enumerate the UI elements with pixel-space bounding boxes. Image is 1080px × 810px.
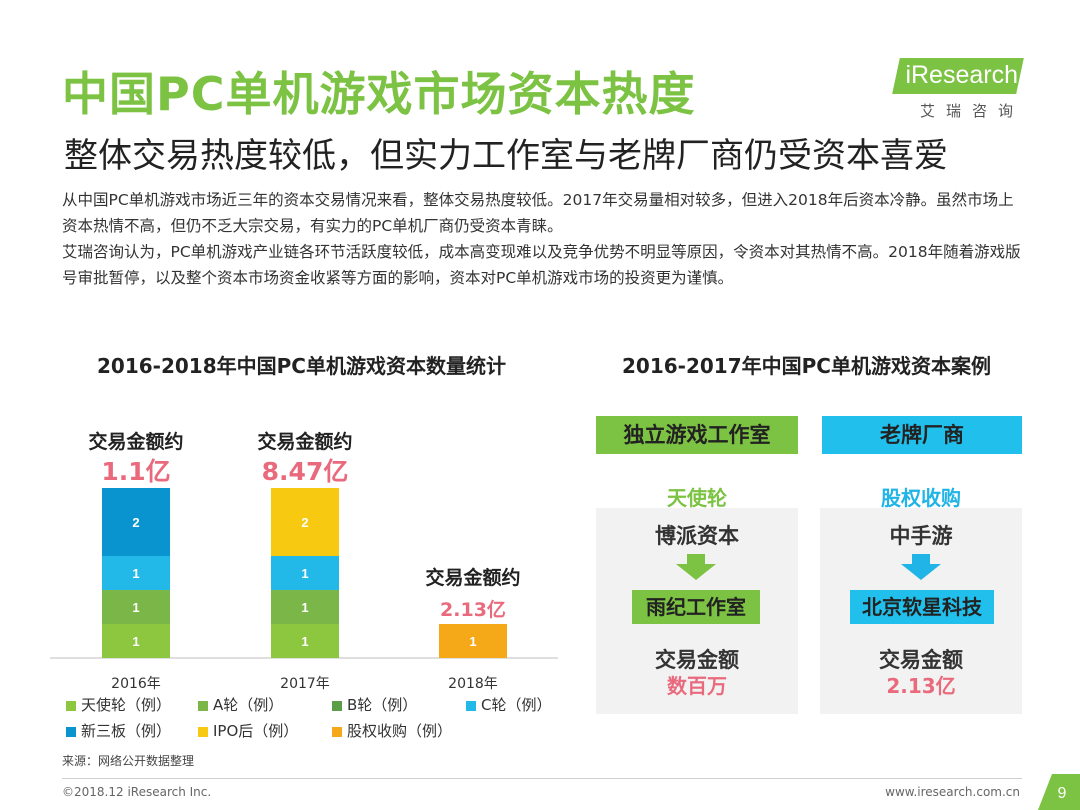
- bar-value-label: 1: [132, 566, 139, 581]
- legend-item: IPO后（例）: [198, 720, 298, 741]
- case-amount-label-indie: 交易金额: [655, 648, 739, 672]
- legend-swatch: [198, 700, 208, 711]
- legend-swatch: [66, 726, 76, 737]
- bar-value-label: 1: [469, 634, 476, 649]
- bar-value-label: 1: [301, 566, 308, 581]
- legend-label: C轮（例）: [481, 696, 552, 714]
- case-header-indie: 独立游戏工作室: [596, 416, 798, 454]
- annotation-amount: 2.13亿: [440, 598, 506, 621]
- legend-item: 股权收购（例）: [332, 720, 452, 741]
- intro-paragraph-1: 从中国PC单机游戏市场近三年的资本交易情况来看，整体交易热度较低。2017年交易…: [62, 191, 1014, 235]
- legend-label: A轮（例）: [213, 696, 284, 714]
- x-tick-label: 2016年: [111, 676, 161, 692]
- case-amount-indie: 数百万: [667, 674, 727, 698]
- legend-item: B轮（例）: [332, 694, 417, 715]
- case-target-veteran: 北京软星科技: [850, 590, 994, 624]
- case-type-indie: 天使轮: [667, 486, 727, 510]
- legend-label: 天使轮（例）: [81, 696, 172, 714]
- page-number: 9: [1058, 785, 1067, 802]
- logo-brand-text: iResearch: [905, 61, 1018, 89]
- bar-segment: [102, 556, 170, 590]
- legend-item: 新三板（例）: [66, 720, 171, 741]
- case-amount-veteran: 2.13亿: [886, 674, 956, 698]
- x-tick-label: 2018年: [448, 676, 498, 692]
- legend-label: B轮（例）: [347, 696, 418, 714]
- legend-swatch: [332, 700, 342, 711]
- annotation-label: 交易金额约: [88, 430, 183, 453]
- x-tick-label: 2017年: [280, 676, 330, 692]
- footer-divider: [62, 778, 1022, 779]
- legend-swatch: [198, 726, 208, 737]
- website-link[interactable]: www.iresearch.com.cn: [885, 785, 1020, 799]
- case-target-indie: 雨纪工作室: [632, 590, 760, 624]
- legend-item: C轮（例）: [466, 694, 551, 715]
- intro-paragraph-2: 艾瑞咨询认为，PC单机游戏产业链各环节活跃度较低，成本高变现难以及竞争优势不明显…: [62, 243, 1021, 287]
- stacked-bar-chart: 1 1 1 2 2016年 交易金额约 1.1亿 1 1 1 2 2017年 交易金额约 8.47亿 1 20…: [50, 430, 558, 692]
- annotation-amount: 1.1亿: [101, 457, 170, 486]
- legend-label: 新三板（例）: [81, 722, 172, 740]
- annotation-amount: 8.47亿: [262, 457, 349, 486]
- legend-item: 天使轮（例）: [66, 694, 171, 715]
- arrow-down-icon: [676, 554, 716, 580]
- arrow-down-icon: [901, 554, 941, 580]
- bar-segment: [271, 556, 339, 590]
- legend-item: A轮（例）: [198, 694, 283, 715]
- copyright: ©2018.12 iResearch Inc.: [62, 785, 212, 799]
- bar-value-label: 1: [301, 634, 308, 649]
- page-number-badge: 9: [1038, 774, 1080, 810]
- bar-value-label: 2: [132, 515, 139, 530]
- case-amount-label-veteran: 交易金额: [879, 648, 963, 672]
- bar-segment: [271, 488, 339, 556]
- logo-chinese-text: 艾瑞咨询: [919, 102, 1024, 120]
- source-note: 来源：网络公开数据整理: [62, 754, 195, 768]
- case-header-veteran: 老牌厂商: [822, 416, 1022, 454]
- bar-segment: [439, 624, 507, 658]
- legend-swatch: [332, 726, 342, 737]
- bar-segment: [271, 590, 339, 624]
- case-investor-veteran: 中手游: [889, 524, 953, 548]
- legend-label: 股权收购（例）: [347, 722, 453, 740]
- annotation-label: 交易金额约: [257, 430, 352, 453]
- bar-value-label: 1: [132, 634, 139, 649]
- bar-segment: [102, 488, 170, 556]
- legend-swatch: [466, 700, 476, 711]
- bar-value-label: 1: [132, 600, 139, 615]
- cases-title: 2016-2017年中国PC单机游戏资本案例: [622, 354, 991, 378]
- bar-value-label: 2: [301, 515, 308, 530]
- bar-segment: [102, 590, 170, 624]
- bar-segment: [102, 624, 170, 658]
- chart-title: 2016-2018年中国PC单机游戏资本数量统计: [97, 354, 506, 378]
- case-investor-indie: 博派资本: [655, 524, 739, 548]
- case-type-veteran: 股权收购: [881, 486, 961, 510]
- bar-segment: [271, 624, 339, 658]
- page-title: 中国PC单机游戏市场资本热度: [62, 67, 696, 121]
- legend-label: IPO后（例）: [213, 722, 299, 740]
- intro-text: 从中国PC单机游戏市场近三年的资本交易情况来看，整体交易热度较低。2017年交易…: [62, 187, 1022, 291]
- legend-swatch: [66, 700, 76, 711]
- iresearch-logo: iResearch 艾瑞咨询: [888, 56, 1028, 126]
- annotation-label: 交易金额约: [425, 566, 520, 589]
- bar-value-label: 1: [301, 600, 308, 615]
- page-subtitle: 整体交易热度较低，但实力工作室与老牌厂商仍受资本喜爱: [64, 136, 948, 176]
